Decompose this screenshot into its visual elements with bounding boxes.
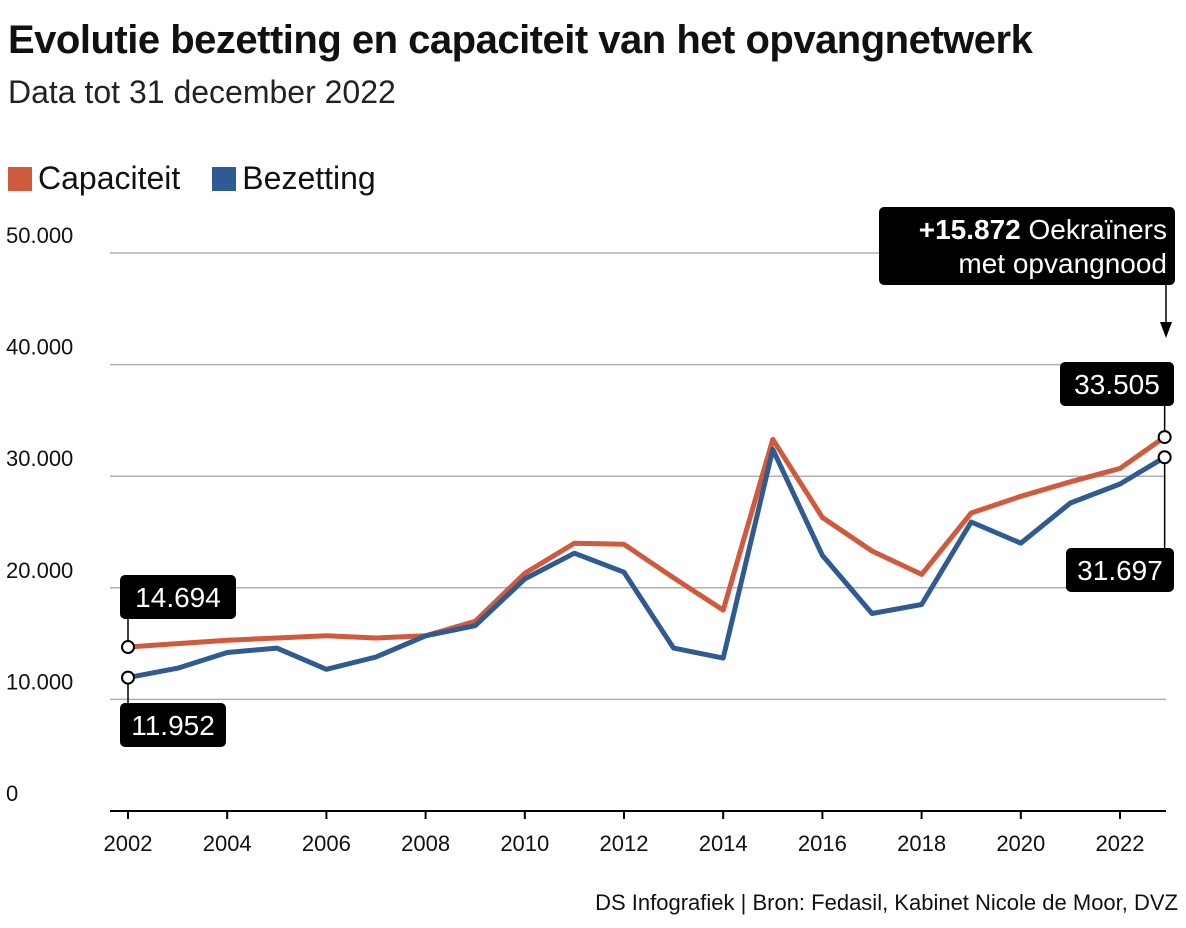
- x-tick-label: 2022: [1096, 831, 1145, 856]
- chart-title: Evolutie bezetting en capaciteit van het…: [8, 18, 1033, 62]
- series-line-capaciteit: [125, 434, 1168, 650]
- label-start-bezetting-box: [120, 703, 226, 747]
- y-tick-label: 50.000: [6, 223, 73, 248]
- x-tick-label: 2002: [104, 831, 153, 856]
- source-credit: DS Infografiek | Bron: Fedasil, Kabinet …: [595, 890, 1178, 915]
- x-tick-label: 2010: [500, 831, 549, 856]
- x-tick-label: 2004: [203, 831, 252, 856]
- annotation-box: [879, 207, 1175, 285]
- label-start-capaciteit-box: [120, 575, 236, 619]
- annotation-bold-value: +15.872: [919, 214, 1021, 245]
- label-start-bezetting: 11.952: [131, 710, 215, 741]
- x-tick-label: 2012: [600, 831, 649, 856]
- legend: Capaciteit Bezetting: [8, 160, 408, 197]
- y-tick-label: 30.000: [6, 446, 73, 471]
- x-tick-label: 2018: [897, 831, 946, 856]
- label-end-bezetting-box: [1066, 548, 1174, 592]
- legend-label-bezetting: Bezetting: [242, 160, 376, 196]
- label-end-capaciteit: 33.505: [1074, 369, 1160, 400]
- label-end-capaciteit-box: [1060, 362, 1174, 406]
- y-tick-label: 0: [6, 781, 18, 806]
- x-tick-label: 2014: [699, 831, 748, 856]
- y-tick-label: 40.000: [6, 335, 73, 360]
- annotation-line1: +15.872 Oekraïners: [919, 214, 1167, 245]
- x-tick-label: 2008: [401, 831, 450, 856]
- x-tick-label: 2020: [996, 831, 1045, 856]
- legend-swatch-capaciteit: [8, 166, 32, 191]
- label-end-bezetting: 31.697: [1077, 555, 1163, 586]
- chart-subtitle: Data tot 31 december 2022: [8, 74, 396, 110]
- endpoint-marker: [1157, 430, 1172, 445]
- endpoint-marker: [1157, 450, 1172, 465]
- legend-swatch-bezetting: [212, 166, 237, 191]
- annotation-text: Oekraïners: [1021, 214, 1167, 245]
- legend-label-capaciteit: Capaciteit: [38, 160, 181, 196]
- legend-item-capaciteit: Capaciteit: [8, 160, 180, 197]
- legend-item-bezetting: Bezetting: [212, 160, 376, 197]
- x-tick-label: 2006: [302, 831, 351, 856]
- label-start-capaciteit: 14.694: [135, 582, 221, 613]
- annotation-line2: met opvangnood: [958, 248, 1167, 279]
- annotation-arrow-head: [1160, 322, 1172, 338]
- y-tick-label: 10.000: [6, 669, 73, 694]
- endpoint-marker: [121, 640, 135, 655]
- endpoint-marker: [121, 670, 135, 685]
- series-line-bezetting: [125, 446, 1168, 681]
- x-tick-label: 2016: [798, 831, 847, 856]
- y-tick-label: 20.000: [6, 558, 73, 583]
